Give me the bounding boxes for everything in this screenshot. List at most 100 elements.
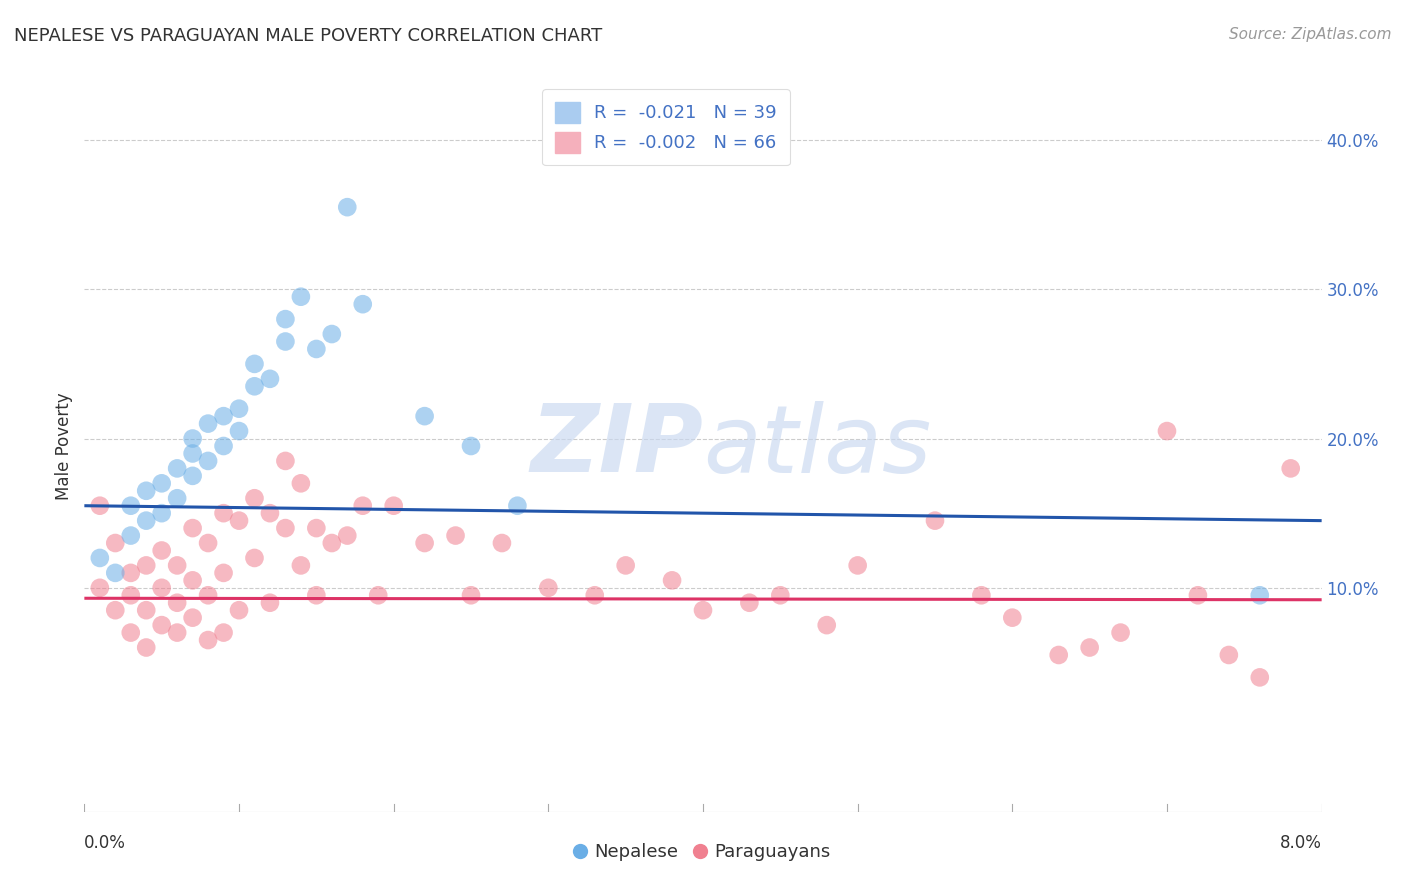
Point bbox=[104, 536, 127, 550]
Point bbox=[197, 454, 219, 468]
Point bbox=[212, 625, 235, 640]
Point bbox=[135, 514, 157, 528]
Point bbox=[321, 536, 343, 550]
Point bbox=[197, 633, 219, 648]
Point bbox=[166, 596, 188, 610]
Point bbox=[274, 454, 297, 468]
Point bbox=[181, 610, 204, 624]
Point bbox=[305, 588, 328, 602]
Point bbox=[290, 290, 312, 304]
Point bbox=[181, 574, 204, 588]
Point bbox=[181, 468, 204, 483]
Point bbox=[305, 342, 328, 356]
Point bbox=[89, 581, 111, 595]
Point bbox=[1001, 610, 1024, 624]
Y-axis label: Male Poverty: Male Poverty bbox=[55, 392, 73, 500]
Point bbox=[243, 357, 266, 371]
Point bbox=[614, 558, 637, 573]
Point bbox=[197, 417, 219, 431]
Point bbox=[197, 536, 219, 550]
Point bbox=[243, 551, 266, 566]
Point bbox=[970, 588, 993, 602]
Legend: Nepalese, Paraguayans: Nepalese, Paraguayans bbox=[568, 836, 838, 869]
Point bbox=[120, 588, 142, 602]
Point bbox=[197, 588, 219, 602]
Point bbox=[104, 603, 127, 617]
Point bbox=[135, 603, 157, 617]
Point bbox=[352, 499, 374, 513]
Point bbox=[460, 439, 482, 453]
Point bbox=[1156, 424, 1178, 438]
Point bbox=[413, 536, 436, 550]
Point bbox=[413, 409, 436, 424]
Point bbox=[150, 618, 173, 632]
Point bbox=[212, 566, 235, 580]
Point bbox=[212, 506, 235, 520]
Point bbox=[336, 528, 359, 542]
Point bbox=[259, 596, 281, 610]
Point bbox=[259, 506, 281, 520]
Text: ZIP: ZIP bbox=[530, 400, 703, 492]
Point bbox=[583, 588, 606, 602]
Point bbox=[1109, 625, 1132, 640]
Text: 8.0%: 8.0% bbox=[1279, 834, 1322, 852]
Point bbox=[228, 424, 250, 438]
Text: NEPALESE VS PARAGUAYAN MALE POVERTY CORRELATION CHART: NEPALESE VS PARAGUAYAN MALE POVERTY CORR… bbox=[14, 27, 602, 45]
Point bbox=[259, 372, 281, 386]
Point bbox=[661, 574, 683, 588]
Point bbox=[166, 625, 188, 640]
Point bbox=[815, 618, 838, 632]
Point bbox=[1279, 461, 1302, 475]
Point bbox=[150, 476, 173, 491]
Point bbox=[120, 566, 142, 580]
Point bbox=[166, 558, 188, 573]
Point bbox=[181, 521, 204, 535]
Point bbox=[738, 596, 761, 610]
Point bbox=[212, 409, 235, 424]
Point bbox=[228, 401, 250, 416]
Point bbox=[1078, 640, 1101, 655]
Point bbox=[367, 588, 389, 602]
Text: Source: ZipAtlas.com: Source: ZipAtlas.com bbox=[1229, 27, 1392, 42]
Point bbox=[89, 499, 111, 513]
Point bbox=[1249, 670, 1271, 684]
Point bbox=[243, 379, 266, 393]
Point bbox=[120, 499, 142, 513]
Point bbox=[1187, 588, 1209, 602]
Point bbox=[382, 499, 405, 513]
Point bbox=[305, 521, 328, 535]
Point bbox=[228, 603, 250, 617]
Point bbox=[120, 528, 142, 542]
Point bbox=[506, 499, 529, 513]
Text: atlas: atlas bbox=[703, 401, 931, 491]
Point bbox=[181, 446, 204, 460]
Point bbox=[290, 558, 312, 573]
Point bbox=[321, 326, 343, 341]
Point bbox=[1218, 648, 1240, 662]
Point bbox=[274, 521, 297, 535]
Point bbox=[692, 603, 714, 617]
Point bbox=[491, 536, 513, 550]
Point bbox=[352, 297, 374, 311]
Point bbox=[290, 476, 312, 491]
Point bbox=[212, 439, 235, 453]
Point bbox=[537, 581, 560, 595]
Point bbox=[135, 558, 157, 573]
Point bbox=[769, 588, 792, 602]
Point bbox=[243, 491, 266, 506]
Point bbox=[166, 461, 188, 475]
Point bbox=[150, 543, 173, 558]
Text: 0.0%: 0.0% bbox=[84, 834, 127, 852]
Point bbox=[150, 506, 173, 520]
Point bbox=[336, 200, 359, 214]
Point bbox=[135, 483, 157, 498]
Point bbox=[846, 558, 869, 573]
Point bbox=[460, 588, 482, 602]
Point bbox=[120, 625, 142, 640]
Point bbox=[135, 640, 157, 655]
Point bbox=[150, 581, 173, 595]
Point bbox=[104, 566, 127, 580]
Point bbox=[924, 514, 946, 528]
Point bbox=[228, 514, 250, 528]
Point bbox=[89, 551, 111, 566]
